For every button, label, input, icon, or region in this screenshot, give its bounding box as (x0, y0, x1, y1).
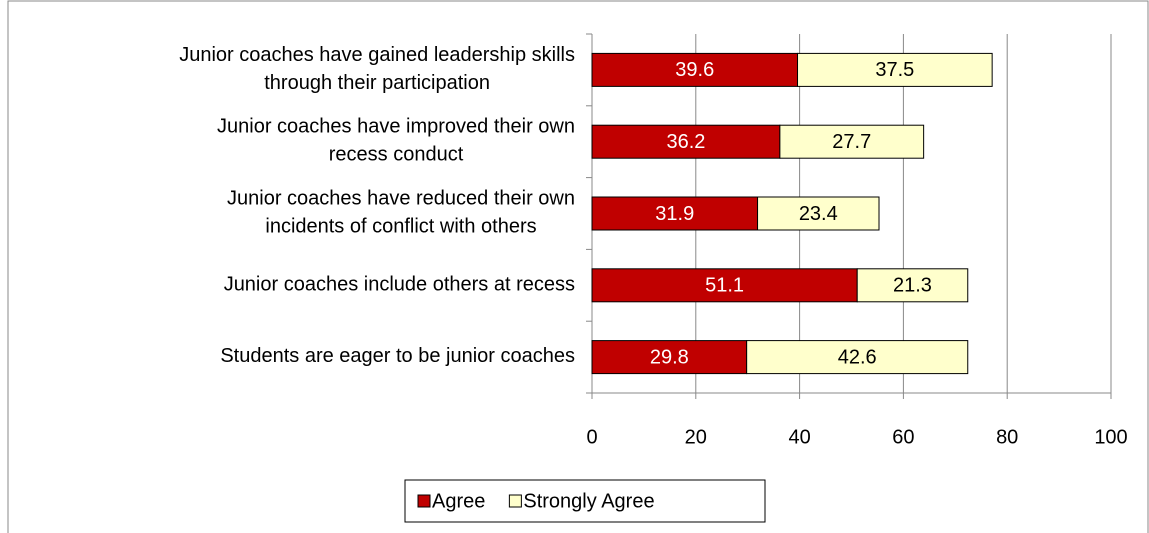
data-label: 27.7 (832, 131, 871, 153)
data-label: 51.1 (705, 275, 744, 297)
data-label: 21.3 (893, 275, 932, 297)
bar-segment (746, 340, 969, 375)
legend-swatch (508, 494, 522, 508)
x-tick-label: 60 (892, 426, 914, 448)
data-label: 42.6 (838, 346, 877, 368)
x-tick-label: 100 (1094, 426, 1127, 448)
legend-label: Strongly Agree (523, 490, 654, 512)
x-tick-label: 40 (788, 426, 810, 448)
bar-segment (856, 268, 969, 303)
data-label: 23.4 (799, 203, 838, 225)
y-tick-label: Junior coaches have gained leadership sk… (179, 44, 575, 94)
legend-swatch (417, 494, 431, 508)
bar-segment (757, 196, 880, 231)
y-tick-label: Junior coaches include others at recess (224, 274, 575, 296)
data-label: 31.9 (655, 203, 694, 225)
x-tick-label: 20 (685, 426, 707, 448)
chart-frame (7, 0, 1149, 533)
bar-segment (779, 124, 925, 159)
legend-box (404, 479, 766, 523)
y-tick-label: Junior coaches have improved their own re… (217, 116, 575, 166)
y-tick-label: Students are eager to be junior coaches (220, 345, 575, 367)
bar-segment (591, 268, 858, 303)
x-tick-label: 0 (586, 426, 597, 448)
data-label: 39.6 (675, 59, 714, 81)
data-label: 29.8 (650, 346, 689, 368)
bar-segment (797, 52, 993, 87)
x-tick-label: 80 (996, 426, 1018, 448)
data-label: 36.2 (666, 131, 705, 153)
bar-segment (591, 340, 748, 375)
legend-label: Agree (432, 490, 485, 512)
bar-segment (591, 196, 759, 231)
y-tick-label: Junior coaches have reduced their own inc… (227, 188, 575, 238)
data-label: 37.5 (875, 59, 914, 81)
